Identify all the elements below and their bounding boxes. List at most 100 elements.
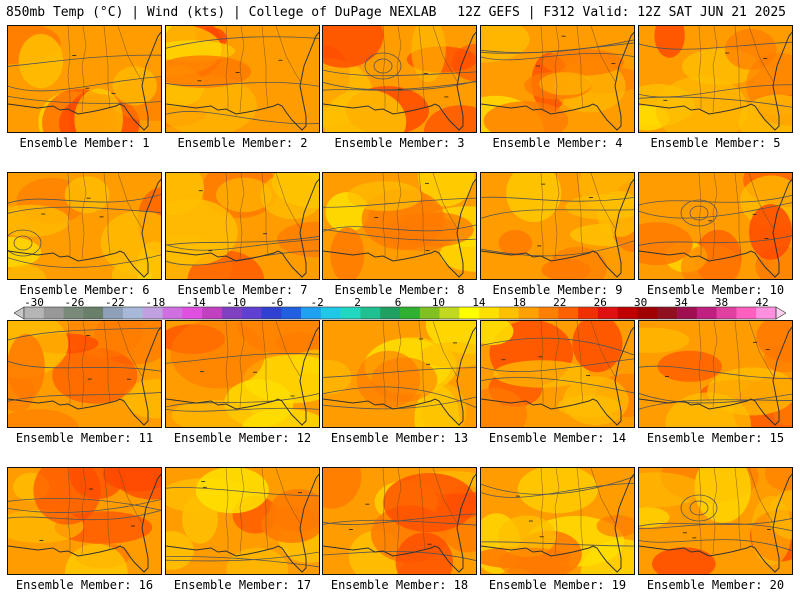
ensemble-member-label: Ensemble Member: 19: [488, 578, 627, 592]
colorbar-swatch: [756, 307, 777, 319]
temperature-field: [323, 173, 476, 279]
coastline: [166, 473, 319, 573]
ensemble-member-label: Ensemble Member: 13: [330, 431, 469, 445]
temperature-field: [166, 173, 319, 279]
coastline: [8, 178, 161, 278]
colorbar-tick-label: 30: [634, 296, 648, 309]
temperature-field: [323, 468, 476, 574]
colorbar-tick-label: 26: [593, 296, 607, 309]
colorbar-tick-label: 42: [755, 296, 769, 309]
colorbar-tick-label: -2: [310, 296, 324, 309]
colorbar-tick-label: -18: [145, 296, 166, 309]
map-title: 850mb Temp (°C) | Wind (kts) | College o…: [6, 5, 437, 20]
coastline: [323, 31, 476, 131]
colorbar-tick-label: -30: [24, 296, 44, 309]
ensemble-member-map: [165, 467, 320, 575]
ensemble-member-map: [638, 25, 793, 133]
ensemble-member-map: [638, 320, 793, 428]
colorbar-swatch: [479, 307, 500, 319]
coastline: [481, 473, 634, 573]
colorbar-tick-label: -10: [226, 296, 247, 309]
temperature-field: [323, 321, 476, 427]
colorbar-tick-label: 34: [674, 296, 688, 309]
color-scale-bar: [14, 306, 786, 320]
ensemble-member-label: Ensemble Member: 2: [177, 136, 308, 150]
ensemble-member-label: Ensemble Member: 14: [488, 431, 627, 445]
temperature-field: [639, 26, 792, 132]
ensemble-member-map: [322, 25, 477, 133]
colorbar-swatch: [696, 307, 717, 319]
colorbar-swatch: [202, 307, 223, 319]
temperature-field: [481, 173, 634, 279]
ensemble-member-label: Ensemble Member: 16: [15, 578, 154, 592]
ensemble-member-map: [480, 467, 635, 575]
colorbar-swatch: [281, 307, 302, 319]
coastline: [639, 473, 792, 573]
ensemble-member-label: Ensemble Member: 10: [646, 283, 785, 297]
colorbar-swatch: [518, 307, 539, 319]
ensemble-member-map: [165, 320, 320, 428]
coastline: [639, 326, 792, 426]
ensemble-member-label: Ensemble Member: 15: [646, 431, 785, 445]
coastline: [639, 31, 792, 131]
temperature-field: [8, 321, 161, 427]
ensemble-member-map: [7, 467, 162, 575]
colorbar-min-arrow: [14, 306, 25, 320]
temperature-field: [8, 468, 161, 574]
colorbar-swatch: [360, 307, 381, 319]
colorbar-swatch: [261, 307, 282, 319]
ensemble-member-map: [165, 172, 320, 280]
coastline: [639, 178, 792, 278]
colorbar-swatch: [380, 307, 401, 319]
colorbar-swatch: [597, 307, 618, 319]
temperature-field: [639, 321, 792, 427]
colorbar-swatch: [122, 307, 144, 319]
coastline: [166, 326, 319, 426]
temperature-field: [166, 468, 319, 574]
run-info: 12Z GEFS | F312 Valid: 12Z SAT JUN 21 20…: [457, 5, 786, 20]
temperature-field: [639, 468, 792, 574]
colorbar-tick-label: 14: [472, 296, 486, 309]
colorbar-swatch: [103, 307, 124, 319]
ensemble-member-map: [7, 25, 162, 133]
temperature-field: [481, 468, 634, 574]
ensemble-member-label: Ensemble Member: 17: [173, 578, 312, 592]
colorbar-max-arrow: [775, 306, 786, 320]
colorbar-swatch: [657, 307, 678, 319]
ensemble-member-label: Ensemble Member: 18: [330, 578, 469, 592]
ensemble-member-label: Ensemble Member: 9: [492, 283, 623, 297]
colorbar-tick-label: 18: [512, 296, 526, 309]
colorbar-swatch: [400, 307, 421, 319]
coastline: [323, 178, 476, 278]
ensemble-member-map: [165, 25, 320, 133]
coastline: [323, 473, 476, 573]
ensemble-member-map: [322, 320, 477, 428]
temperature-field: [481, 26, 634, 132]
temperature-field: [639, 173, 792, 279]
temperature-field: [481, 321, 634, 427]
ensemble-member-map: [7, 320, 162, 428]
colorbar-swatch: [182, 307, 203, 319]
coastline: [323, 326, 476, 426]
coastline: [481, 178, 634, 278]
colorbar-swatch: [320, 307, 341, 319]
ensemble-member-map: [322, 467, 477, 575]
ensemble-member-label: Ensemble Member: 5: [650, 136, 781, 150]
colorbar-tick-label: 2: [354, 296, 361, 309]
coastline: [166, 178, 319, 278]
coastline: [8, 473, 161, 573]
colorbar-swatch: [459, 307, 480, 319]
colorbar-tick-label: -22: [104, 296, 125, 309]
colorbar-swatch: [301, 307, 322, 319]
colorbar-tick-label: -26: [64, 296, 85, 309]
ensemble-member-label: Ensemble Member: 1: [19, 136, 150, 150]
colorbar-swatch: [340, 307, 361, 319]
colorbar-swatch: [736, 307, 757, 319]
colorbar-swatch: [24, 307, 45, 319]
colorbar-tick-label: 6: [394, 296, 402, 309]
ensemble-member-label: Ensemble Member: 7: [177, 283, 308, 297]
ensemble-member-map: [480, 320, 635, 428]
ensemble-member-label: Ensemble Member: 4: [492, 136, 623, 150]
ensemble-member-map: [322, 172, 477, 280]
coastline: [166, 31, 319, 131]
